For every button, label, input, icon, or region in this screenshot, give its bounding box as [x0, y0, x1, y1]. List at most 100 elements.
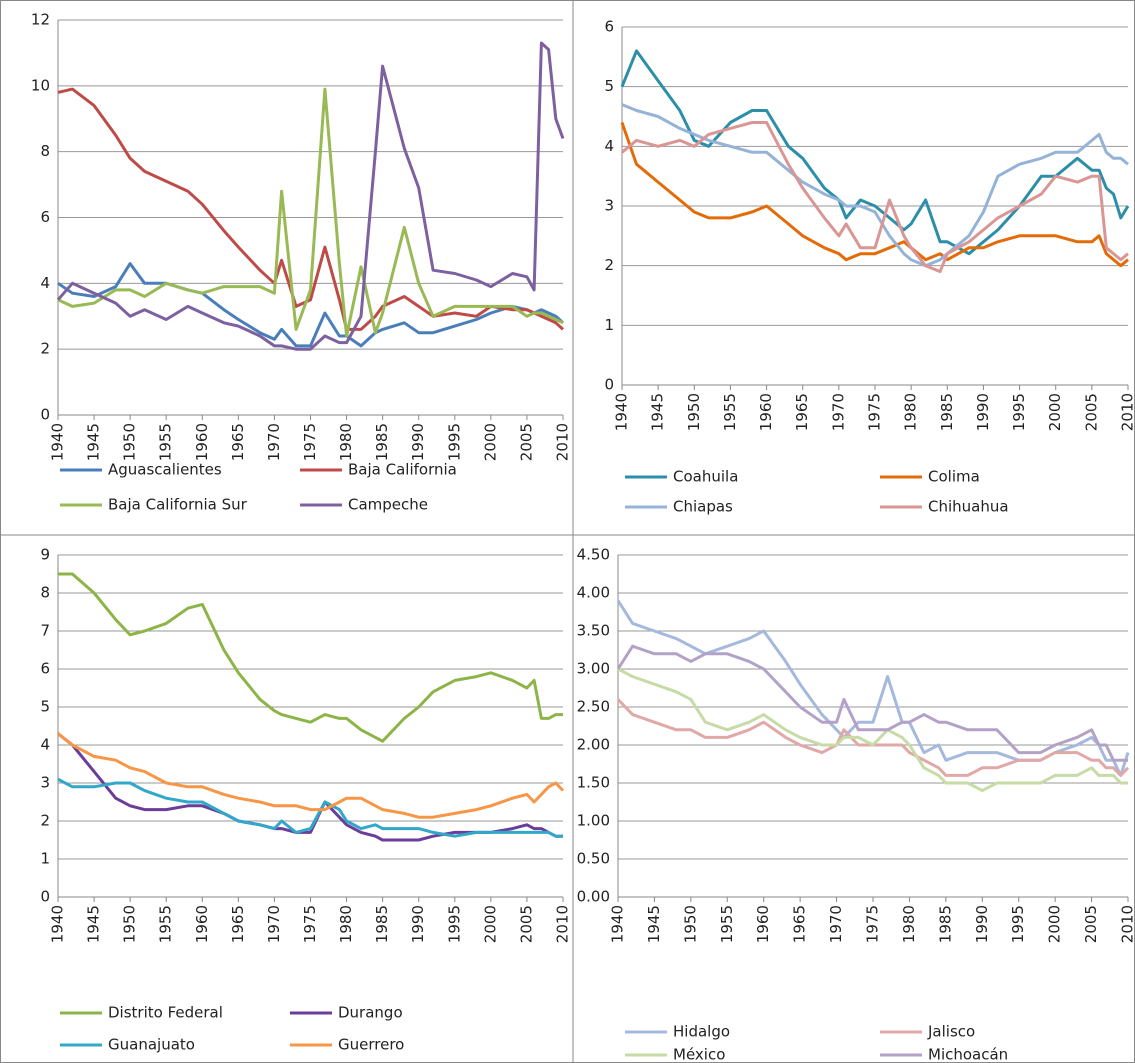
line-series [621, 121, 1129, 274]
x-tick-label: 1950 [121, 423, 139, 461]
y-tick-label: 7 [40, 622, 50, 640]
x-tick-label: 1960 [754, 905, 772, 943]
x-tick-label: 1945 [85, 423, 103, 461]
legend-label: Distrito Federal [108, 1004, 223, 1022]
x-tick-label: 2010 [1119, 905, 1135, 943]
x-tick-label: 1940 [49, 905, 67, 943]
y-tick-label: 4.50 [577, 546, 610, 564]
y-tick-label: 2 [40, 812, 50, 830]
line-series [620, 122, 1129, 268]
x-tick-label: 1960 [193, 423, 211, 461]
line-series [57, 732, 565, 819]
x-tick-label: 1985 [936, 905, 954, 943]
x-tick-label: 1975 [301, 905, 319, 943]
y-tick-label: 0.50 [577, 850, 610, 868]
legend-label: Colima [928, 468, 980, 486]
x-tick-label: 1950 [685, 393, 703, 431]
x-tick-label: 1980 [900, 905, 918, 943]
y-tick-label: 2.50 [577, 698, 610, 716]
x-tick-label: 1945 [645, 905, 663, 943]
y-tick-label: 2.00 [577, 736, 610, 754]
x-tick-label: 1955 [721, 393, 739, 431]
x-tick-label: 1960 [193, 905, 211, 943]
x-tick-label: 1945 [649, 393, 667, 431]
x-tick-label: 1945 [85, 905, 103, 943]
x-tick-label: 2010 [554, 905, 572, 943]
legend-label: Jalisco [927, 1023, 975, 1041]
y-tick-label: 0.00 [577, 888, 610, 906]
legend-label: México [673, 1046, 725, 1063]
y-tick-label: 8 [40, 584, 50, 602]
y-tick-label: 2 [604, 256, 614, 274]
legend-label: Chiapas [673, 498, 733, 516]
x-tick-label: 1940 [49, 423, 67, 461]
x-tick-label: 1965 [229, 423, 247, 461]
x-tick-label: 1980 [337, 905, 355, 943]
legend-label: Campeche [348, 496, 428, 514]
legend-label: Durango [338, 1004, 403, 1022]
y-tick-label: 12 [31, 11, 50, 29]
x-tick-label: 1955 [718, 905, 736, 943]
y-tick-label: 0 [40, 888, 50, 906]
legend-label: Aguascalientes [108, 461, 222, 479]
legend-label: Guerrero [338, 1036, 404, 1054]
line-series [57, 87, 564, 338]
x-tick-label: 2010 [554, 423, 572, 461]
x-tick-label: 1995 [445, 423, 463, 461]
x-tick-label: 1975 [866, 393, 884, 431]
x-tick-label: 1985 [938, 393, 956, 431]
y-tick-label: 1.50 [577, 774, 610, 792]
line-series [57, 777, 563, 838]
y-tick-label: 0 [604, 376, 614, 394]
y-tick-label: 5 [40, 698, 50, 716]
x-tick-label: 1940 [609, 905, 627, 943]
y-tick-label: 4 [40, 274, 50, 292]
legend-label: Coahuila [673, 468, 738, 486]
x-tick-label: 1960 [757, 393, 775, 431]
y-tick-label: 2 [40, 340, 50, 358]
x-tick-label: 1965 [793, 393, 811, 431]
x-tick-label: 1990 [973, 905, 991, 943]
x-tick-label: 2000 [1046, 905, 1064, 943]
y-tick-label: 4.00 [577, 584, 610, 602]
x-tick-label: 1950 [121, 905, 139, 943]
y-tick-label: 4 [604, 137, 614, 155]
y-tick-label: 6 [40, 208, 50, 226]
line-series [616, 644, 1128, 762]
x-tick-label: 1975 [301, 423, 319, 461]
line-series [56, 41, 565, 351]
x-tick-label: 1970 [829, 393, 847, 431]
x-tick-label: 1990 [974, 393, 992, 431]
y-tick-label: 3 [604, 197, 614, 215]
y-tick-label: 4 [40, 736, 50, 754]
legend-label: Guanajuato [108, 1036, 195, 1054]
x-tick-label: 1940 [613, 393, 631, 431]
x-tick-label: 1990 [409, 423, 427, 461]
x-tick-label: 1970 [265, 423, 283, 461]
x-tick-label: 2005 [1082, 393, 1100, 431]
legend-label: Baja California [348, 461, 457, 479]
legend-label: Hidalgo [673, 1023, 730, 1041]
line-series [616, 698, 1130, 777]
line-series [617, 667, 1128, 793]
line-series [57, 732, 563, 842]
x-tick-label: 1985 [373, 423, 391, 461]
x-tick-label: 1995 [1010, 393, 1028, 431]
y-tick-label: 1 [604, 316, 614, 334]
y-tick-label: 0 [40, 406, 50, 424]
x-tick-label: 1980 [902, 393, 920, 431]
x-tick-label: 1950 [681, 905, 699, 943]
x-tick-label: 1995 [445, 905, 463, 943]
x-tick-label: 2000 [481, 423, 499, 461]
x-tick-label: 2005 [517, 423, 535, 461]
x-tick-label: 1955 [157, 905, 175, 943]
line-series [57, 262, 565, 348]
x-tick-label: 1970 [827, 905, 845, 943]
x-tick-label: 2000 [481, 905, 499, 943]
x-tick-label: 1965 [791, 905, 809, 943]
x-tick-label: 1995 [1009, 905, 1027, 943]
y-tick-label: 3.00 [577, 660, 610, 678]
legend-label: Chihuahua [928, 498, 1009, 516]
